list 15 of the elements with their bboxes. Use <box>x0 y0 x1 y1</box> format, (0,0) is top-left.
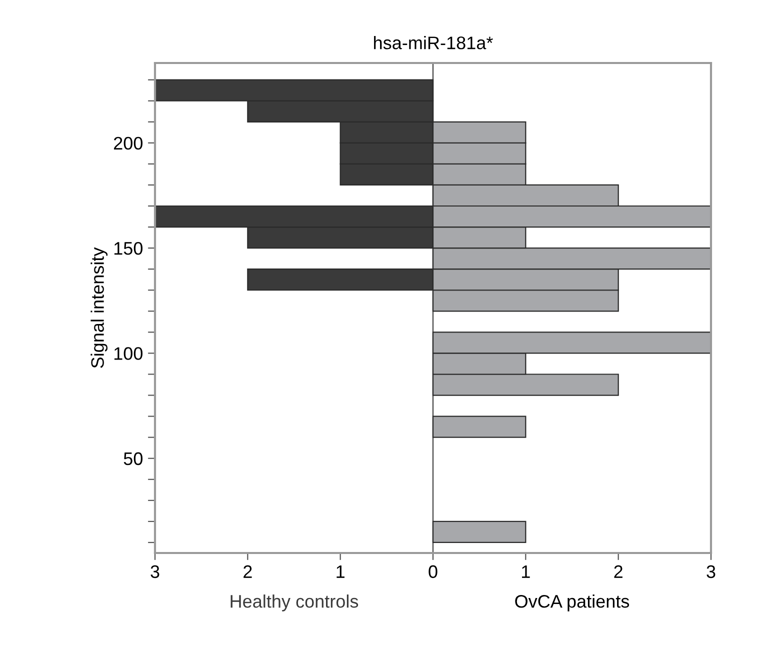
x-tick-label: 1 <box>522 565 530 578</box>
y-tick-label: 150 <box>114 242 142 255</box>
text: OvCA patients <box>515 594 630 612</box>
x-tick-label: 2 <box>244 565 252 578</box>
x-tick-label: 3 <box>706 565 716 578</box>
x-tick-label: 0 <box>428 565 438 578</box>
y-axis-title: Signal intensity <box>90 247 108 368</box>
x-tick-label: 3 <box>150 565 160 578</box>
y-tick-label: 100 <box>114 347 142 360</box>
y-tick-label: 50 <box>124 452 142 466</box>
chart-title: hsa-miR-181a* <box>374 36 493 50</box>
x-tick-label: 2 <box>614 565 622 578</box>
x-tick-label: 1 <box>336 565 344 578</box>
text: Healthy controls <box>230 594 358 612</box>
y-tick-label: 200 <box>114 136 142 150</box>
